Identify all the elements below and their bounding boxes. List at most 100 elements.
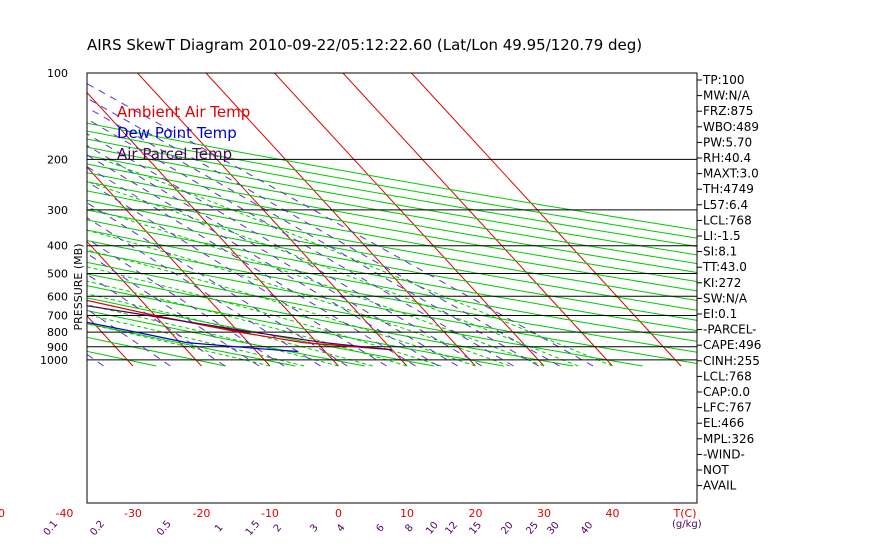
dry-adiabat xyxy=(87,219,697,332)
mixing-ratio-tick-label: 30 xyxy=(545,520,562,537)
bottom-temp-tick-label: -50 xyxy=(0,507,5,520)
mixing-ratio-unit-label: (g/kg) xyxy=(672,519,702,530)
index-label: LCL:768 xyxy=(703,213,752,227)
index-label: -WIND- xyxy=(703,447,745,461)
dry-adiabat xyxy=(87,239,697,353)
pressure-tick-label: 200 xyxy=(47,153,68,166)
mixing-ratio-line xyxy=(87,144,458,367)
index-label: MAXT:3.0 xyxy=(703,167,759,181)
dry-adiabat xyxy=(87,172,697,283)
dry-adiabat xyxy=(87,163,697,273)
dry-adiabat xyxy=(87,190,697,301)
mixing-ratio-line xyxy=(87,154,439,367)
profile-air-parcel-temp xyxy=(87,305,393,351)
mixing-ratio-tick-label: 0.2 xyxy=(88,519,107,538)
mixing-ratio-tick-label: 25 xyxy=(524,520,541,537)
mixing-ratio-line xyxy=(87,97,560,367)
bottom-temp-tick-label: -40 xyxy=(55,507,73,520)
pressure-tick-label: 500 xyxy=(47,268,68,281)
index-label: FRZ:875 xyxy=(703,104,753,118)
index-label: EL:466 xyxy=(703,416,744,430)
mixing-ratio-tick-label: 2 xyxy=(272,522,285,534)
pressure-tick-label: 600 xyxy=(47,290,68,303)
moist-adiabat xyxy=(87,280,408,367)
bottom-temp-tick-label: 30 xyxy=(537,507,551,520)
moist-adiabat xyxy=(87,181,579,367)
dry-adiabat xyxy=(87,229,697,342)
index-label: CAP:0.0 xyxy=(703,385,750,399)
pressure-tick-label: 100 xyxy=(47,67,68,80)
plot-border xyxy=(86,72,698,504)
moist-adiabat xyxy=(87,229,510,367)
moist-adiabat xyxy=(87,293,373,367)
mixing-ratio-tick-label: 10 xyxy=(424,520,441,537)
dry-adiabat xyxy=(87,310,365,367)
dry-adiabat xyxy=(87,122,697,231)
mixing-ratio-tick-label: 40 xyxy=(579,520,596,537)
pressure-tick-label: 800 xyxy=(47,326,68,339)
pressure-tick-label: 1000 xyxy=(40,354,68,367)
index-label: LFC:767 xyxy=(703,401,752,415)
index-label: SI:8.1 xyxy=(703,245,737,259)
chart-title: AIRS SkewT Diagram 2010-09-22/05:12:22.6… xyxy=(87,36,642,54)
index-label: AVAIL xyxy=(703,479,737,493)
plot-grid xyxy=(87,73,697,367)
mixing-ratio-line xyxy=(87,217,321,367)
dry-adiabat xyxy=(87,285,504,367)
mixing-ratio-line xyxy=(87,181,387,367)
mixing-ratio-line xyxy=(87,118,514,367)
moist-adiabat xyxy=(87,207,545,367)
index-label: CAPE:496 xyxy=(703,338,761,352)
index-label: PW:5.70 xyxy=(703,135,752,149)
profile-lines xyxy=(87,299,393,353)
index-label: TH:4749 xyxy=(702,182,754,196)
index-label: EI:0.1 xyxy=(703,307,737,321)
axis-ticks: 1002003004005006007008009001000-120-110-… xyxy=(0,67,702,538)
bottom-temp-tick-label: -20 xyxy=(192,507,210,520)
index-label: CINH:255 xyxy=(703,354,760,368)
dry-adiabat xyxy=(87,181,697,292)
mixing-ratio-line xyxy=(87,166,416,367)
dry-adiabat xyxy=(87,273,574,367)
mixing-ratio-tick-label: 6 xyxy=(374,522,387,534)
index-label: NOT xyxy=(703,463,729,477)
bottom-temp-tick-label: 40 xyxy=(605,507,619,520)
mixing-ratio-tick-label: 8 xyxy=(403,522,416,534)
legend-entry: Ambient Air Temp xyxy=(117,103,250,121)
bottom-temp-tick-label: 10 xyxy=(400,507,414,520)
index-label: RH:40.4 xyxy=(703,151,751,165)
index-label: LI:-1.5 xyxy=(703,229,741,243)
mixing-ratio-tick-label: 0.1 xyxy=(42,519,61,538)
profile-dew-point-temp xyxy=(87,321,298,353)
pressure-tick-label: 700 xyxy=(47,309,68,322)
profile-ambient-air-temp xyxy=(87,299,393,351)
dry-adiabat xyxy=(87,297,435,367)
mixing-ratio-tick-label: 1 xyxy=(213,522,226,534)
pressure-tick-label: 400 xyxy=(47,240,68,253)
legend: Ambient Air Temp Dew Point Temp Air Parcel… xyxy=(117,103,250,163)
mixing-ratio-tick-label: 0.5 xyxy=(155,519,174,538)
mixing-ratio-line xyxy=(87,106,539,367)
bottom-temp-tick-label: 0 xyxy=(335,507,342,520)
moist-adiabat xyxy=(87,304,339,367)
index-label: TP:100 xyxy=(702,73,745,87)
index-label: MPL:326 xyxy=(703,432,754,446)
bottom-temp-tick-label: -30 xyxy=(124,507,142,520)
mixing-ratio-line xyxy=(87,83,594,367)
index-label: TT:43.0 xyxy=(702,260,747,274)
index-label: WBO:489 xyxy=(703,120,759,134)
temp-unit-label: T(C) xyxy=(673,507,697,520)
mixing-ratio-tick-label: 12 xyxy=(444,520,461,537)
mixing-ratio-tick-label: 15 xyxy=(467,520,484,537)
index-label: L57:6.4 xyxy=(703,198,748,212)
dry-adiabat xyxy=(87,323,296,367)
dry-adiabat xyxy=(87,199,697,311)
index-label: MW:N/A xyxy=(703,89,751,103)
mixing-ratio-line xyxy=(87,202,348,367)
moist-adiabat xyxy=(87,323,271,367)
bottom-temp-tick-label: 20 xyxy=(468,507,482,520)
index-label: KI:272 xyxy=(703,276,741,290)
pressure-tick-label: 900 xyxy=(47,341,68,354)
